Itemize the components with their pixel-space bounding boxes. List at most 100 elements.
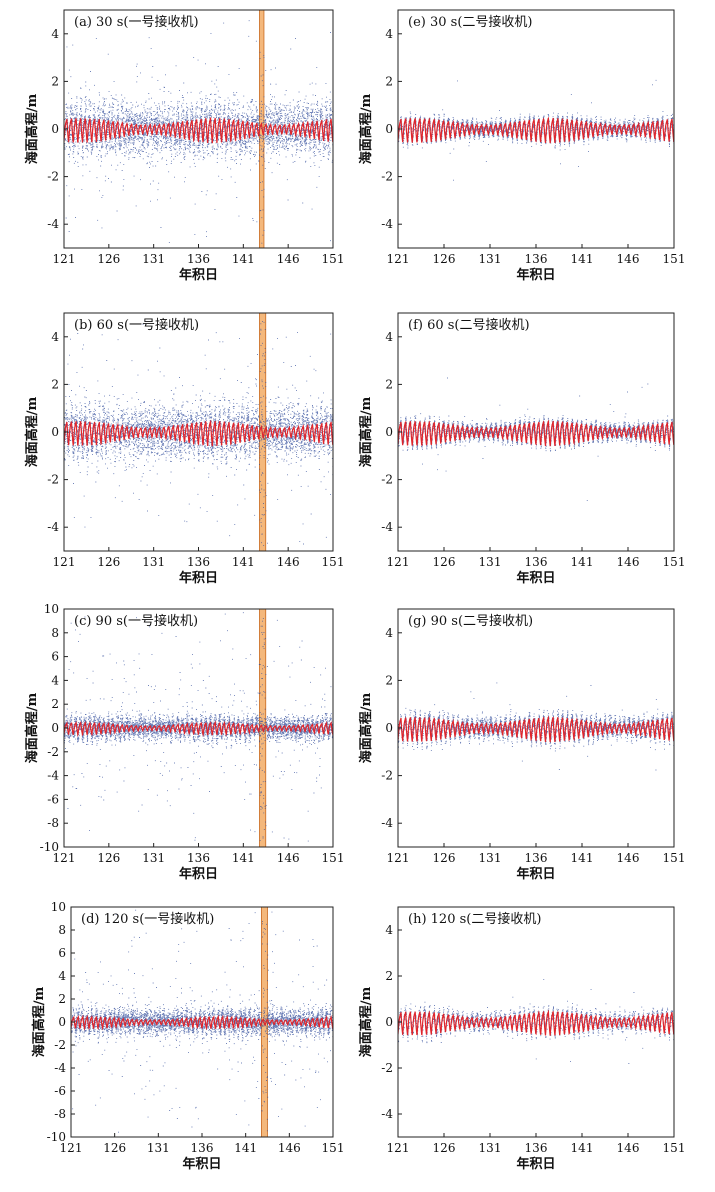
y-tick-label: -4	[47, 769, 59, 783]
x-tick-label: 146	[277, 555, 300, 569]
x-tick-label: 146	[617, 1141, 640, 1155]
x-tick-label: 141	[571, 555, 594, 569]
panel-e: 121 126 131 136 141 146 151 -4 -2 0 2 4 (e) 30 s(二号接…	[358, 9, 686, 283]
x-tick-label: 121	[53, 851, 76, 865]
x-tick-label: 136	[187, 555, 210, 569]
tide-line-a	[64, 116, 333, 144]
x-tick-label: 141	[571, 851, 594, 865]
y-tick-label: -2	[47, 170, 59, 184]
y-tick-label: 0	[51, 425, 59, 439]
x-tick-label: 136	[187, 851, 210, 865]
tide-line-d	[71, 1014, 333, 1031]
y-tick-label: -4	[381, 217, 393, 231]
panel-d: 121 126 131 136 141 146 151 -10 -8 -6 -4 -2 0 2 4 6 8 10 (…	[31, 900, 344, 1172]
x-tick-label: 131	[142, 252, 165, 266]
x-tick-label: 136	[525, 851, 548, 865]
y-tick-label: 0	[385, 425, 393, 439]
x-tick-label: 151	[322, 851, 345, 865]
x-tick-label: 126	[103, 1141, 126, 1155]
panel-b: 121 126 131 136 141 146 151 -4 -2 0 2 4 (b) 60 s(一号接…	[24, 312, 344, 586]
x-tick-label: 151	[663, 851, 686, 865]
x-tick-label: 126	[433, 851, 456, 865]
plot-area-h	[398, 978, 674, 1064]
tide-line-c	[64, 720, 333, 737]
x-tick-label: 141	[571, 1141, 594, 1155]
panel-title: (c) 90 s(一号接收机)	[74, 613, 198, 629]
y-axis-label: 海面高程/m	[358, 94, 374, 165]
x-tick-label: 151	[663, 252, 686, 266]
x-tick-label: 146	[278, 1141, 301, 1155]
x-tick-label: 121	[387, 851, 410, 865]
y-tick-label: 6	[51, 650, 59, 664]
y-tick-label: -2	[381, 170, 393, 184]
x-axis-label: 年积日	[179, 267, 218, 283]
y-tick-label: 10	[44, 602, 59, 616]
plot-area-a	[64, 10, 333, 248]
y-tick-label: 8	[58, 923, 66, 937]
y-tick-label: 10	[51, 900, 66, 914]
panel-g: 121 126 131 136 141 146 151 -4 -2 0 2 4 (g) 90 s(二号接…	[358, 608, 686, 882]
y-axis-label: 海面高程/m	[24, 693, 40, 764]
tide-line-b	[64, 419, 333, 447]
panel-title: (d) 120 s(一号接收机)	[81, 911, 214, 927]
x-tick-label: 141	[232, 252, 255, 266]
x-tick-label: 126	[97, 252, 120, 266]
y-tick-label: -2	[47, 745, 59, 759]
y-tick-label: -8	[47, 816, 59, 830]
x-tick-label: 151	[663, 1141, 686, 1155]
x-tick-label: 146	[277, 252, 300, 266]
x-tick-label: 126	[433, 555, 456, 569]
y-tick-label: 2	[385, 969, 393, 983]
x-tick-label: 136	[191, 1141, 214, 1155]
y-tick-label: 4	[51, 27, 59, 41]
y-axis-label: 海面高程/m	[31, 987, 47, 1058]
x-tick-label: 121	[53, 252, 76, 266]
plot-area-e	[398, 79, 674, 181]
y-tick-label: 0	[385, 122, 393, 136]
y-tick-label: -6	[47, 792, 59, 806]
y-tick-label: 4	[385, 923, 393, 937]
y-tick-label: 0	[385, 721, 393, 735]
x-tick-label: 131	[479, 555, 502, 569]
plot-area-b	[64, 313, 333, 551]
plot-area-f	[398, 377, 674, 502]
x-tick-label: 146	[617, 555, 640, 569]
y-tick-label: -4	[47, 217, 59, 231]
x-tick-label: 121	[387, 1141, 410, 1155]
y-tick-label: 2	[51, 697, 59, 711]
x-axis-label: 年积日	[179, 866, 218, 882]
y-tick-label: 2	[51, 74, 59, 88]
y-tick-label: -10	[40, 840, 59, 854]
y-tick-label: 2	[51, 377, 59, 391]
panel-title: (h) 120 s(二号接收机)	[408, 911, 541, 927]
x-tick-label: 121	[53, 555, 76, 569]
y-tick-label: 4	[51, 330, 59, 344]
y-tick-label: 4	[58, 969, 66, 983]
x-tick-label: 146	[617, 851, 640, 865]
x-tick-label: 136	[187, 252, 210, 266]
y-axis-label: 海面高程/m	[358, 987, 374, 1058]
y-tick-label: 0	[51, 122, 59, 136]
y-tick-label: -2	[381, 473, 393, 487]
x-tick-label: 131	[142, 851, 165, 865]
x-tick-label: 131	[479, 1141, 502, 1155]
panel-title: (a) 30 s(一号接收机)	[74, 14, 199, 30]
y-axis-label: 海面高程/m	[358, 693, 374, 764]
y-tick-label: -6	[54, 1084, 66, 1098]
tide-line-g	[398, 715, 674, 743]
y-tick-label: 4	[385, 27, 393, 41]
y-tick-label: 4	[51, 673, 59, 687]
x-tick-label: 136	[525, 1141, 548, 1155]
y-tick-label: -4	[47, 520, 59, 534]
x-tick-label: 131	[479, 252, 502, 266]
x-axis-label: 年积日	[516, 1156, 555, 1172]
panel-h: 121 126 131 136 141 146 151 -4 -2 0 2 4 (h) 120 s(二号…	[358, 906, 686, 1172]
y-tick-label: -2	[381, 1061, 393, 1075]
plot-area-c	[64, 609, 333, 847]
x-tick-label: 126	[433, 252, 456, 266]
x-tick-label: 126	[97, 851, 120, 865]
y-tick-label: -2	[381, 769, 393, 783]
panel-f: 121 126 131 136 141 146 151 -4 -2 0 2 4 (f) 60 s(二号接…	[358, 312, 685, 586]
y-tick-label: -2	[54, 1038, 66, 1052]
